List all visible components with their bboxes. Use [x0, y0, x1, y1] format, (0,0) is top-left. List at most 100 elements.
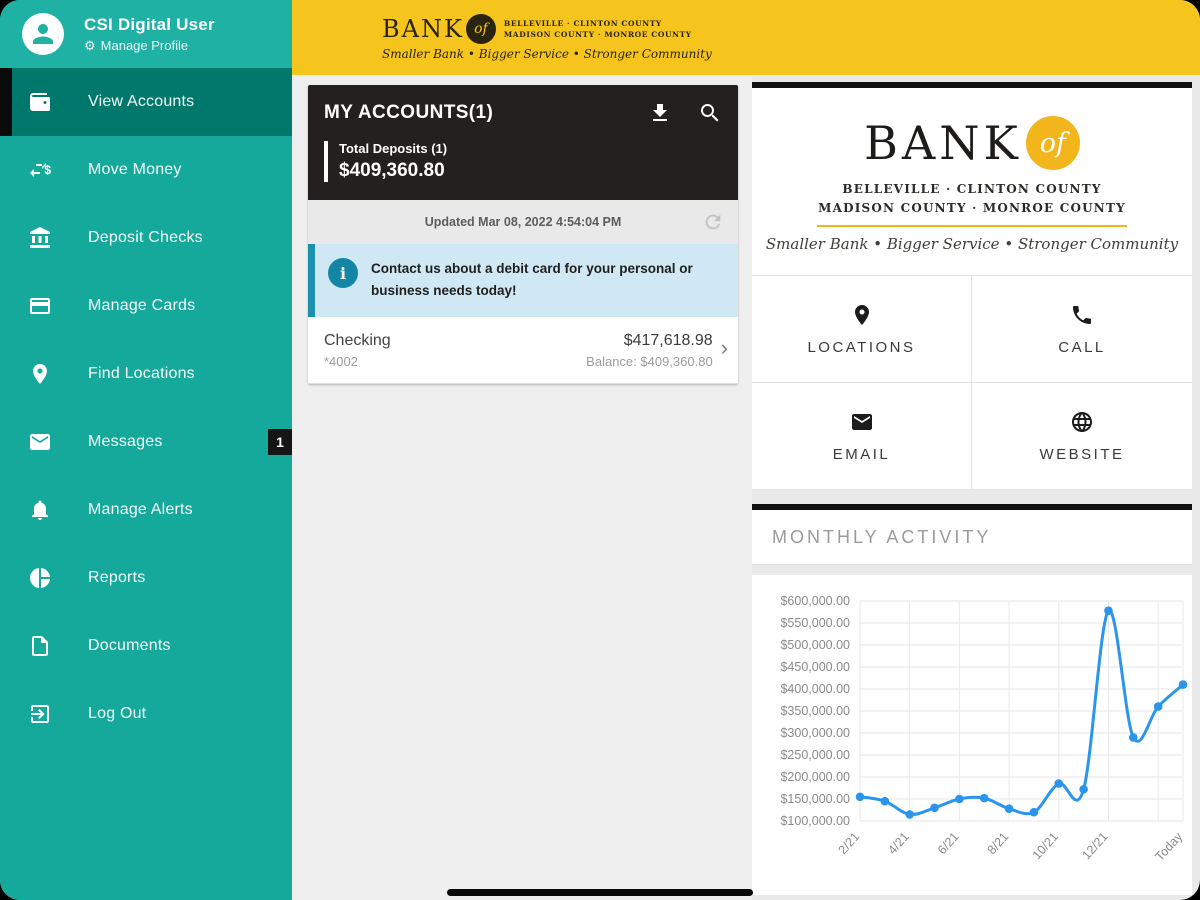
messages-icon [28, 430, 52, 454]
svg-text:6/21: 6/21 [935, 830, 962, 857]
sidebar-item-label: Documents [88, 637, 171, 654]
sidebar-item-label: Deposit Checks [88, 229, 203, 246]
chevron-right-icon: › [720, 335, 728, 361]
email-button[interactable]: EMAIL [752, 383, 972, 491]
messages-badge: 1 [268, 429, 292, 455]
sidebar-item-log-out[interactable]: Log Out [0, 680, 292, 748]
total-deposits-label: Total Deposits (1) [339, 141, 448, 156]
phone-icon [1070, 303, 1094, 327]
account-row-checking[interactable]: Checking *4002 $417,618.98 Balance: $409… [308, 317, 738, 385]
refresh-icon[interactable] [702, 211, 724, 233]
manage-profile-link[interactable]: ⚙ Manage Profile [84, 38, 215, 53]
bank-of-circle-icon: of [1025, 116, 1080, 170]
active-item-edge [0, 68, 12, 136]
svg-text:$600,000.00: $600,000.00 [780, 594, 850, 608]
sidebar-item-label: Messages [88, 433, 163, 450]
log-out-icon [28, 702, 52, 726]
sidebar-item-view-accounts[interactable]: View Accounts [0, 68, 292, 136]
account-list: Checking *4002 $417,618.98 Balance: $409… [308, 317, 738, 385]
monthly-activity-title: MONTHLY ACTIVITY [772, 527, 992, 548]
bank-counties-line2: MADISON COUNTY · MONROE COUNTY [818, 201, 1126, 216]
sidebar-item-label: Move Money [88, 161, 182, 178]
sidebar-item-manage-alerts[interactable]: Manage Alerts [0, 476, 292, 544]
monthly-activity-header: MONTHLY ACTIVITY [752, 504, 1192, 566]
deposit-checks-icon [28, 226, 52, 250]
sidebar-item-find-locations[interactable]: Find Locations [0, 340, 292, 408]
locations-button[interactable]: LOCATIONS [752, 276, 972, 384]
avatar [22, 13, 64, 55]
svg-text:$300,000.00: $300,000.00 [780, 726, 850, 740]
website-button[interactable]: WEBSITE [972, 383, 1192, 491]
account-available-amount: $417,618.98 [623, 331, 713, 349]
svg-text:$450,000.00: $450,000.00 [780, 660, 850, 674]
call-button[interactable]: CALL [972, 276, 1192, 384]
sidebar-item-manage-cards[interactable]: Manage Cards [0, 272, 292, 340]
manage-profile-label: Manage Profile [100, 38, 189, 53]
bank-tagline: Smaller Bank • Bigger Service • Stronger… [382, 47, 712, 61]
sidebar-item-label: Reports [88, 569, 146, 586]
sidebar: CSI Digital User ⚙ Manage Profile View A… [0, 0, 292, 900]
accounts-icon [28, 90, 52, 114]
find-locations-icon [28, 362, 52, 386]
updated-timestamp: Updated Mar 08, 2022 4:54:04 PM [424, 215, 622, 229]
svg-text:12/21: 12/21 [1079, 830, 1110, 863]
my-accounts-card: MY ACCOUNTS(1) Total Deposits (1) $409,3… [308, 85, 738, 385]
contact-button-label: CALL [1058, 338, 1106, 356]
my-accounts-title: MY ACCOUNTS(1) [324, 102, 494, 123]
email-icon [850, 410, 874, 434]
svg-text:4/21: 4/21 [885, 830, 912, 857]
bank-of-circle-icon: of [465, 14, 496, 44]
logo-rule [817, 225, 1127, 228]
contact-button-label: EMAIL [832, 445, 891, 463]
accounts-column: MY ACCOUNTS(1) Total Deposits (1) $409,3… [292, 75, 752, 900]
svg-text:$250,000.00: $250,000.00 [780, 748, 850, 762]
notice-text: Contact us about a debit card for your p… [371, 261, 693, 298]
debit-card-notice-banner[interactable]: i Contact us about a debit card for your… [308, 244, 738, 318]
profile-block[interactable]: CSI Digital User ⚙ Manage Profile [0, 0, 292, 68]
total-deposits-block: Total Deposits (1) $409,360.80 [324, 141, 722, 182]
svg-text:$550,000.00: $550,000.00 [780, 616, 850, 630]
svg-text:Today: Today [1153, 829, 1186, 864]
sidebar-item-move-money[interactable]: $ Move Money [0, 136, 292, 204]
account-name: Checking [324, 331, 391, 349]
svg-text:$150,000.00: $150,000.00 [780, 792, 850, 806]
bank-counties-line2: MADISON COUNTY · MONROE COUNTY [503, 30, 692, 39]
sidebar-item-messages[interactable]: Messages 1 [0, 408, 292, 476]
updated-bar: Updated Mar 08, 2022 4:54:04 PM [308, 200, 738, 244]
svg-text:$200,000.00: $200,000.00 [780, 770, 850, 784]
sidebar-item-deposit-checks[interactable]: Deposit Checks [0, 204, 292, 272]
download-icon[interactable] [648, 101, 672, 125]
svg-text:2/21: 2/21 [836, 830, 863, 857]
reports-icon [28, 566, 52, 590]
accounts-card-header: MY ACCOUNTS(1) Total Deposits (1) $409,3… [308, 85, 738, 200]
search-icon[interactable] [698, 101, 722, 125]
line-chart: $600,000.00 $550,000.00 $500,000.00 $450,00… [780, 594, 1188, 864]
contact-button-label: LOCATIONS [807, 338, 916, 356]
profile-name: CSI Digital User [84, 15, 215, 34]
sidebar-nav: View Accounts $ Move Money Deposit Checks Ma… [0, 68, 292, 748]
sidebar-item-label: Manage Alerts [88, 501, 193, 518]
sidebar-item-documents[interactable]: Documents [0, 612, 292, 680]
bank-logo-card: BANK of BELLEVILLE · CLINTON COUNTY MADI… [752, 88, 1192, 277]
gear-icon: ⚙ [84, 38, 96, 53]
svg-text:$: $ [44, 163, 51, 177]
bank-logo-header: BANK of BELLEVILLE · CLINTON COUNTY MADI… [382, 14, 712, 61]
gesture-bar[interactable] [447, 889, 753, 896]
total-deposits-value: $409,360.80 [339, 160, 445, 181]
monthly-activity-chart: $600,000.00 $550,000.00 $500,000.00 $450,00… [752, 575, 1192, 896]
bank-wordmark: BANK [864, 116, 1022, 170]
sidebar-item-label: View Accounts [88, 93, 195, 110]
sidebar-item-reports[interactable]: Reports [0, 544, 292, 612]
account-balance: Balance: $409,360.80 [586, 353, 713, 369]
svg-text:8/21: 8/21 [985, 830, 1012, 857]
info-icon: i [328, 258, 358, 288]
documents-icon [28, 634, 52, 658]
bank-wordmark: BANK [382, 15, 464, 43]
sidebar-item-label: Find Locations [88, 365, 195, 382]
manage-alerts-icon [28, 498, 52, 522]
sidebar-item-label: Manage Cards [88, 297, 196, 314]
svg-text:$400,000.00: $400,000.00 [780, 682, 850, 696]
contact-card: BANK of BELLEVILLE · CLINTON COUNTY MADI… [752, 82, 1192, 491]
globe-icon [1070, 410, 1094, 434]
